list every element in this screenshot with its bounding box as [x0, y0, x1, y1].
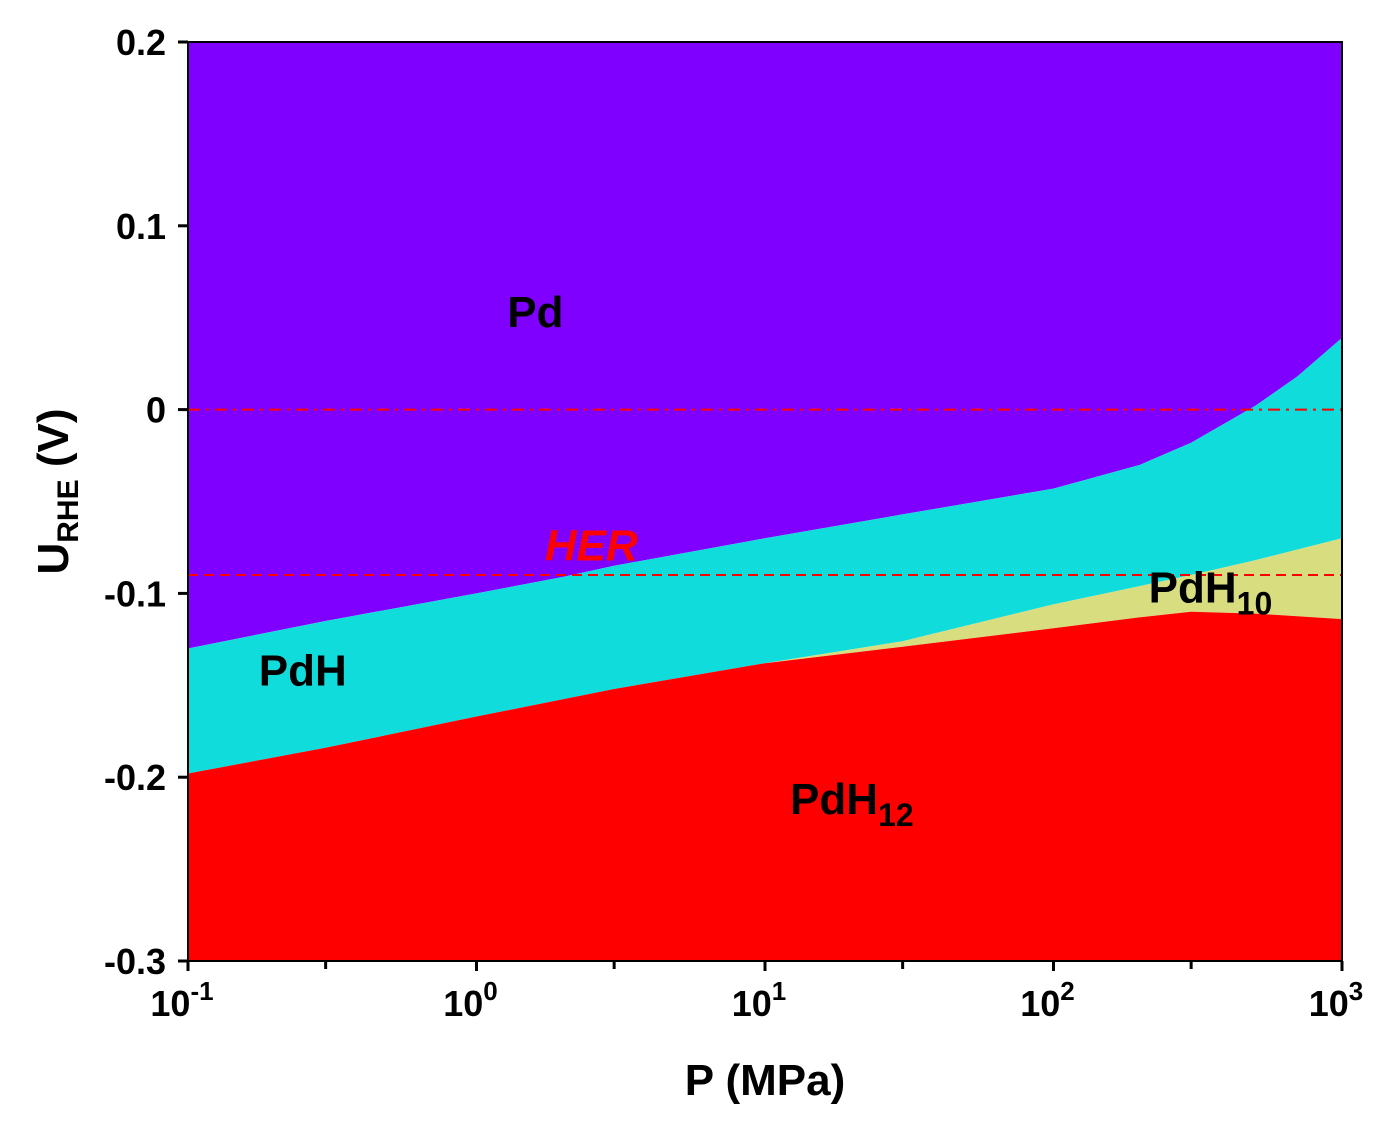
y-tick-label: -0.1 — [104, 573, 166, 614]
x-tick-label: 100 — [443, 976, 498, 1024]
y-tick-label: -0.2 — [104, 757, 166, 798]
her-label: HER — [545, 521, 638, 570]
x-tick-label: 102 — [1020, 976, 1075, 1024]
x-tick-label: 103 — [1309, 976, 1364, 1024]
reference-lines: HER — [188, 408, 1342, 577]
y-axis-label-main: U — [29, 543, 78, 575]
y-tick-label: 0.1 — [116, 206, 166, 247]
y-tick-label: 0 — [146, 390, 166, 431]
y-tick-label: -0.3 — [104, 941, 166, 982]
x-axis-label: P (MPa) — [685, 1056, 846, 1105]
region-label-pd: Pd — [507, 288, 563, 337]
region-pdh12 — [188, 611, 1342, 961]
region-labels: Pd PdH PdH10 PdH12 — [259, 288, 1272, 833]
region-pd — [188, 42, 1342, 649]
region-label-pdh: PdH — [259, 646, 347, 695]
y-axis-label-sub: RHE — [52, 479, 85, 542]
x-tick-label: 101 — [732, 976, 787, 1024]
region-label-pdh10: PdH10 — [1149, 564, 1273, 622]
region-label-pdh12: PdH12 — [790, 775, 914, 833]
y-tick-label: 0.2 — [116, 22, 166, 63]
region-pdh — [188, 337, 1342, 774]
axis-ticks: 0.2 0.1 0 -0.1 -0.2 -0.310-1 100 101 102 103 — [104, 22, 1363, 1024]
y-axis-label-rest: (V) — [29, 408, 78, 479]
y-axis-label: URHE (V) — [29, 408, 85, 574]
x-tick-label: 10-1 — [150, 976, 213, 1024]
phase-regions — [188, 42, 1342, 961]
